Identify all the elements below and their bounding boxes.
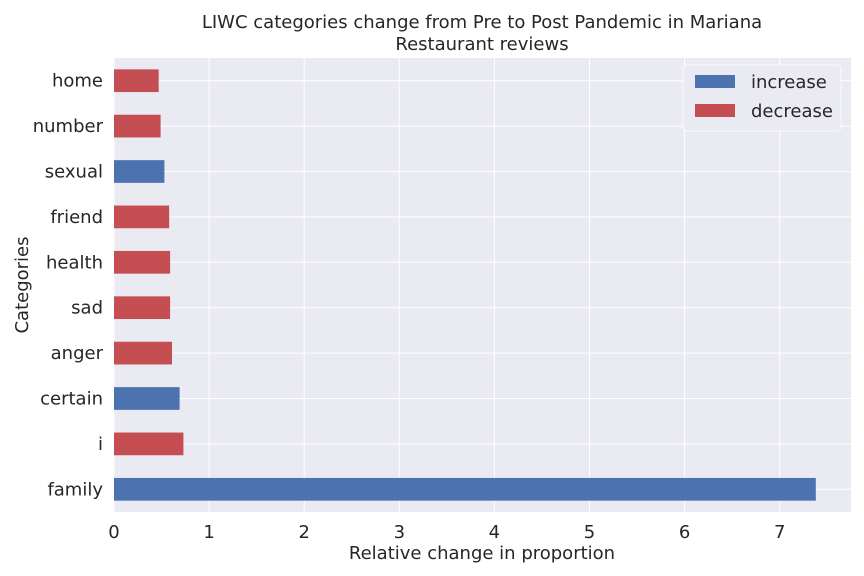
y-tick-label-family: family bbox=[47, 479, 103, 500]
x-tick-label: 6 bbox=[679, 522, 690, 543]
y-tick-labels: family i certain anger sad health friend sexual… bbox=[33, 71, 104, 501]
x-tick-label: 4 bbox=[489, 522, 500, 543]
y-tick-label-home: home bbox=[52, 71, 103, 92]
x-tick-labels: 0 1 2 3 4 5 6 7 bbox=[108, 522, 785, 543]
y-tick-label-number: number bbox=[33, 116, 104, 137]
legend-label-increase: increase bbox=[751, 72, 827, 93]
bar-i bbox=[114, 432, 184, 456]
x-axis-label: Relative change in proportion bbox=[349, 543, 615, 564]
x-tick-label: 3 bbox=[394, 522, 405, 543]
x-tick-label: 7 bbox=[774, 522, 785, 543]
y-tick-label-health: health bbox=[46, 252, 103, 273]
bar-certain bbox=[114, 387, 180, 410]
x-tick-label: 0 bbox=[108, 522, 119, 543]
chart-subtitle: Restaurant reviews bbox=[395, 34, 568, 55]
bar-anger bbox=[114, 341, 173, 365]
y-tick-label-certain: certain bbox=[40, 389, 103, 410]
bar-number bbox=[114, 114, 161, 138]
x-tick-label: 2 bbox=[298, 522, 309, 543]
legend-label-decrease: decrease bbox=[751, 101, 833, 122]
y-tick-label-anger: anger bbox=[51, 343, 104, 364]
legend-swatch-increase bbox=[695, 75, 735, 88]
y-tick-label-friend: friend bbox=[50, 207, 103, 228]
bar-home bbox=[114, 69, 159, 93]
chart-title: LIWC categories change from Pre to Post … bbox=[202, 12, 762, 33]
x-tick-label: 5 bbox=[584, 522, 595, 543]
y-axis-label: Categories bbox=[12, 236, 33, 333]
bars bbox=[114, 69, 816, 501]
bar-friend bbox=[114, 205, 170, 229]
bar-family bbox=[114, 477, 816, 501]
legend-swatch-decrease bbox=[695, 104, 735, 117]
bar-sad bbox=[114, 296, 171, 320]
y-tick-label-sexual: sexual bbox=[45, 162, 103, 183]
x-tick-label: 1 bbox=[203, 522, 214, 543]
plot-background bbox=[114, 58, 851, 512]
y-tick-label-i: i bbox=[98, 434, 103, 455]
bar-sexual bbox=[114, 160, 165, 183]
legend: increase decrease bbox=[682, 64, 842, 132]
bar-health bbox=[114, 250, 171, 274]
y-tick-label-sad: sad bbox=[71, 298, 103, 319]
